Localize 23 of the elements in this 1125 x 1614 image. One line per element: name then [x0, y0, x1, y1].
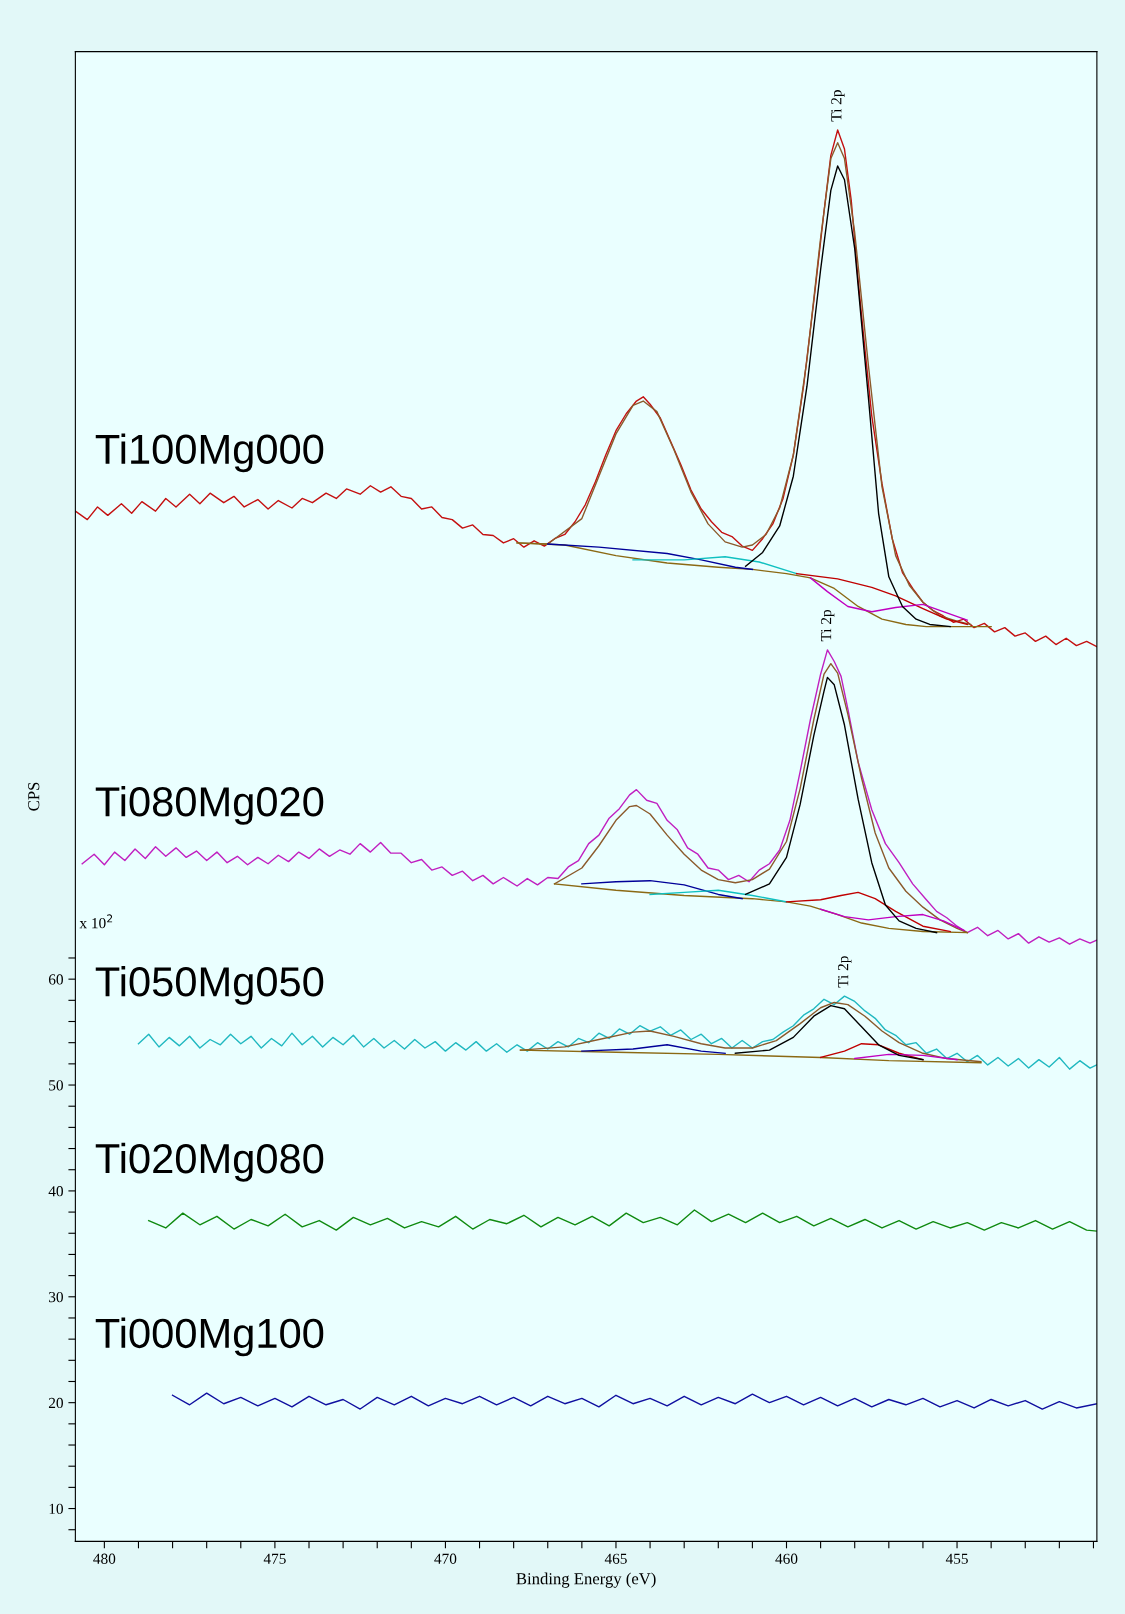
y-tick-label: 30	[49, 1291, 63, 1303]
x-tick-label: 455	[945, 1553, 968, 1564]
y-tick-label: 20	[48, 1397, 63, 1409]
series-label: Ti000Mg100	[95, 1317, 324, 1357]
x-axis-title: Binding Energy (eV)	[516, 1572, 656, 1588]
annotation: x 10$^{2}$	[79, 914, 113, 929]
series-label: Ti080Mg020	[95, 786, 324, 825]
annotation: Ti 2p	[831, 90, 845, 122]
x-tick-label: 460	[775, 1553, 798, 1564]
series-label: Ti050Mg050	[95, 966, 324, 1005]
y-tick-label: 60	[48, 974, 63, 985]
x-tick-label: 475	[263, 1553, 286, 1564]
y-tick-label: 50	[49, 1080, 63, 1091]
y-axis-title: CPS	[28, 782, 40, 811]
x-tick-label: 480	[93, 1553, 116, 1564]
series-label: Ti100Mg000	[95, 433, 324, 473]
series-label: Ti020Mg080	[95, 1142, 324, 1182]
annotation: Ti 2p	[838, 956, 852, 988]
y-tick-label: 40	[48, 1186, 63, 1197]
annotation: Ti 2p	[820, 609, 835, 642]
x-tick-label: 465	[604, 1553, 627, 1564]
y-tick-label: 10	[49, 1503, 63, 1514]
x-tick-label: 470	[434, 1553, 457, 1564]
